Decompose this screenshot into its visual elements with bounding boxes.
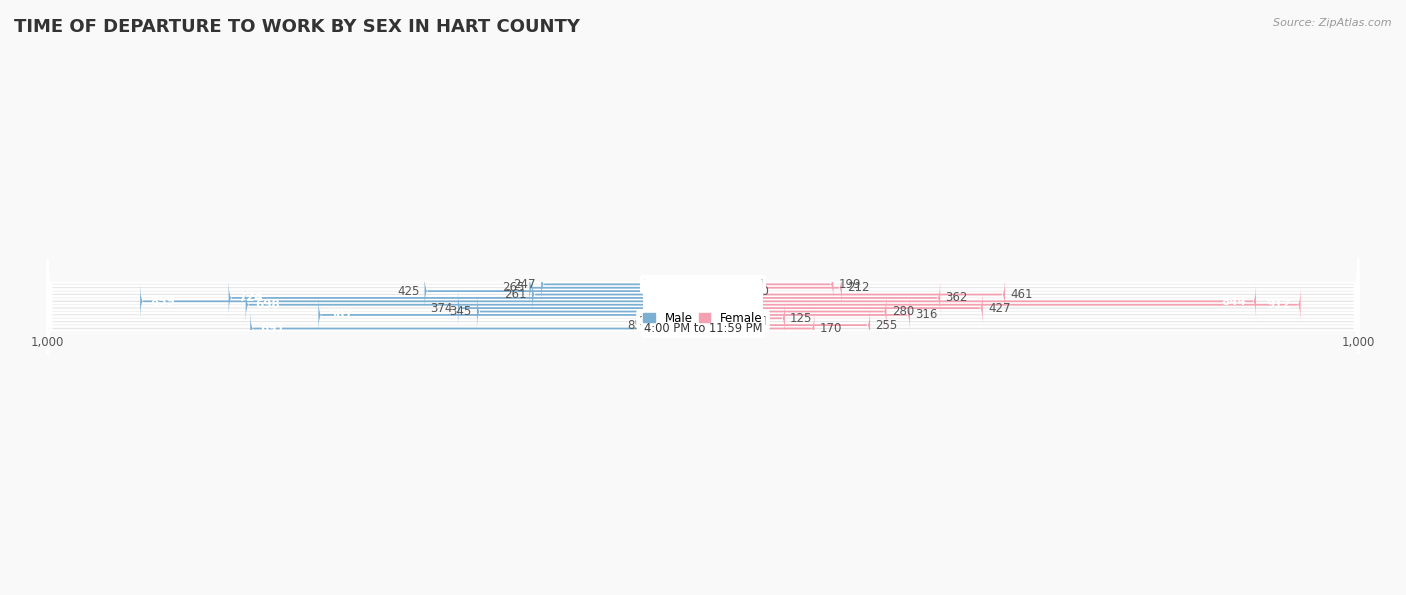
Text: 125: 125 [790,312,813,325]
Text: 247: 247 [513,278,536,291]
Text: 425: 425 [396,284,419,298]
Text: 7:00 AM to 7:29 AM: 7:00 AM to 7:29 AM [647,295,759,308]
Text: 255: 255 [876,318,897,331]
Text: 316: 316 [915,308,938,321]
FancyBboxPatch shape [703,299,785,338]
Text: 859: 859 [150,295,174,308]
FancyBboxPatch shape [530,268,703,307]
Text: 427: 427 [988,302,1011,315]
FancyBboxPatch shape [703,289,983,328]
FancyBboxPatch shape [48,300,1358,350]
FancyBboxPatch shape [703,282,1256,321]
FancyBboxPatch shape [425,272,703,311]
FancyBboxPatch shape [703,268,842,307]
Text: 844: 844 [1222,295,1246,308]
FancyBboxPatch shape [141,282,703,321]
Text: TIME OF DEPARTURE TO WORK BY SEX IN HART COUNTY: TIME OF DEPARTURE TO WORK BY SEX IN HART… [14,18,581,36]
FancyBboxPatch shape [689,299,703,338]
FancyBboxPatch shape [246,285,703,324]
FancyBboxPatch shape [48,276,1358,327]
Text: 0: 0 [690,315,697,328]
Text: 199: 199 [838,278,860,291]
Text: 912: 912 [1267,298,1291,311]
FancyBboxPatch shape [48,259,1358,310]
FancyBboxPatch shape [229,278,703,317]
Text: 9:00 AM to 9:59 AM: 9:00 AM to 9:59 AM [647,308,759,321]
Text: 345: 345 [450,305,471,318]
FancyBboxPatch shape [703,285,1301,324]
FancyBboxPatch shape [48,269,1358,320]
Text: 6:30 AM to 6:59 AM: 6:30 AM to 6:59 AM [647,292,759,305]
Text: 265: 265 [502,281,524,295]
Text: 280: 280 [891,305,914,318]
Text: 362: 362 [945,292,967,305]
FancyBboxPatch shape [48,289,1358,340]
FancyBboxPatch shape [541,265,703,304]
Text: 12:00 AM to 4:59 AM: 12:00 AM to 4:59 AM [643,278,763,291]
Text: 70: 70 [754,284,769,298]
FancyBboxPatch shape [703,272,749,311]
FancyBboxPatch shape [703,292,886,331]
FancyBboxPatch shape [48,303,1358,354]
FancyBboxPatch shape [703,275,1005,314]
FancyBboxPatch shape [477,292,703,331]
Text: 12:00 PM to 3:59 PM: 12:00 PM to 3:59 PM [644,318,762,331]
Text: 5:30 AM to 5:59 AM: 5:30 AM to 5:59 AM [647,284,759,298]
FancyBboxPatch shape [48,296,1358,347]
Text: 261: 261 [505,288,527,301]
Text: 698: 698 [256,298,280,311]
Text: 11:00 AM to 11:59 AM: 11:00 AM to 11:59 AM [640,315,766,328]
FancyBboxPatch shape [703,278,941,317]
FancyBboxPatch shape [48,286,1358,337]
Text: 85: 85 [627,318,643,331]
Text: 21: 21 [669,312,683,325]
FancyBboxPatch shape [531,275,703,314]
FancyBboxPatch shape [703,296,910,334]
FancyBboxPatch shape [48,283,1358,334]
FancyBboxPatch shape [318,296,703,334]
Text: 6:00 AM to 6:29 AM: 6:00 AM to 6:29 AM [647,288,759,301]
Text: 16: 16 [718,315,734,328]
Text: 7:30 AM to 7:59 AM: 7:30 AM to 7:59 AM [647,298,759,311]
FancyBboxPatch shape [703,306,870,345]
FancyBboxPatch shape [703,302,713,341]
Text: 461: 461 [1011,288,1033,301]
Text: 374: 374 [430,302,453,315]
Text: Source: ZipAtlas.com: Source: ZipAtlas.com [1274,18,1392,28]
FancyBboxPatch shape [647,306,703,345]
FancyBboxPatch shape [48,262,1358,313]
FancyBboxPatch shape [48,273,1358,324]
FancyBboxPatch shape [458,289,703,328]
Legend: Male, Female: Male, Female [638,307,768,329]
FancyBboxPatch shape [250,309,703,348]
Text: 587: 587 [328,308,353,321]
Text: 724: 724 [239,292,263,305]
FancyBboxPatch shape [703,309,814,348]
Text: 691: 691 [260,322,284,335]
Text: 8:00 AM to 8:29 AM: 8:00 AM to 8:29 AM [647,302,759,315]
Text: 10:00 AM to 10:59 AM: 10:00 AM to 10:59 AM [640,312,766,325]
Text: 4:00 PM to 11:59 PM: 4:00 PM to 11:59 PM [644,322,762,335]
Text: 212: 212 [848,281,870,295]
Text: 5:00 AM to 5:29 AM: 5:00 AM to 5:29 AM [647,281,759,295]
FancyBboxPatch shape [48,265,1358,317]
FancyBboxPatch shape [48,293,1358,344]
Text: 8:30 AM to 8:59 AM: 8:30 AM to 8:59 AM [647,305,759,318]
FancyBboxPatch shape [703,265,834,304]
FancyBboxPatch shape [48,279,1358,330]
Text: 170: 170 [820,322,842,335]
